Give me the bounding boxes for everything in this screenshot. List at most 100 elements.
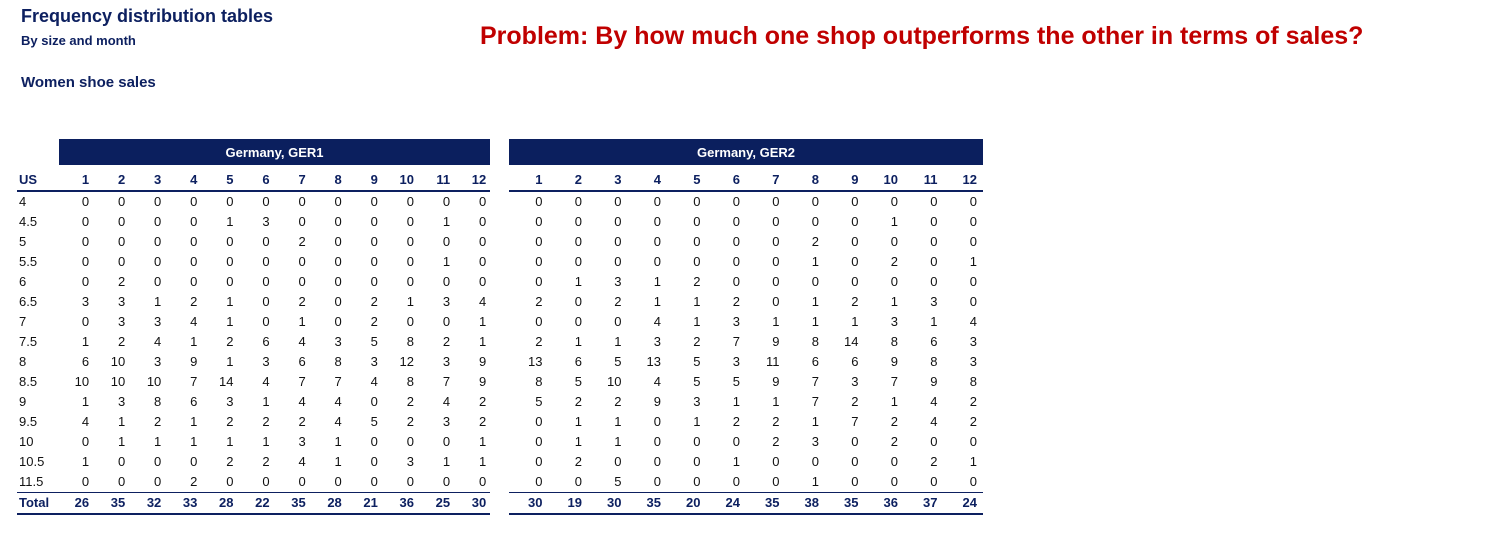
table-cell: 0 <box>406 474 414 489</box>
table-cell: 1 <box>732 394 740 409</box>
table-cell: 1 <box>890 294 898 309</box>
table-cell: 7 <box>811 374 819 389</box>
table-cell: 2 <box>535 294 543 309</box>
table-cell: 0 <box>574 294 582 309</box>
table-cell: 1 <box>262 394 270 409</box>
table-cell: 0 <box>930 274 938 289</box>
table-cell: 2 <box>732 294 740 309</box>
total-rule <box>17 492 490 493</box>
table-cell: 4 <box>334 414 342 429</box>
table-cell: 0 <box>653 434 661 449</box>
table-cell: 13 <box>528 354 543 369</box>
table-cell: 10 <box>607 374 622 389</box>
table-cell: 4 <box>370 374 378 389</box>
table-cell: 7 <box>334 374 342 389</box>
table-cell: 0 <box>890 474 898 489</box>
table-cell: 1 <box>811 474 819 489</box>
table-cell: 0 <box>772 274 780 289</box>
table-cell: 0 <box>969 214 977 229</box>
column-header: 5 <box>693 172 701 187</box>
table-cell: 1 <box>890 394 898 409</box>
table-cell: 0 <box>693 474 701 489</box>
table-title: Germany, GER1 <box>59 139 490 165</box>
column-header: 4 <box>190 172 198 187</box>
table-cell: 2 <box>262 414 270 429</box>
header-rule <box>17 190 490 192</box>
table-cell: 2 <box>406 394 414 409</box>
table-cell: 0 <box>969 474 977 489</box>
total-cell: 35 <box>765 495 780 510</box>
table-cell: 4 <box>262 374 270 389</box>
table-cell: 0 <box>851 214 859 229</box>
table-cell: 0 <box>81 434 90 449</box>
table-cell: 0 <box>969 434 977 449</box>
table-cell: 8 <box>811 334 819 349</box>
table-cell: 0 <box>117 454 126 469</box>
table-cell: 0 <box>262 474 270 489</box>
table-cell: 0 <box>406 274 414 289</box>
table-cell: 0 <box>334 314 342 329</box>
table-cell: 1 <box>890 214 898 229</box>
table-cell: 7 <box>732 334 740 349</box>
table-cell: 1 <box>154 294 162 309</box>
table-cell: 1 <box>478 434 487 449</box>
table-cell: 8 <box>535 374 543 389</box>
table-cell: 0 <box>406 214 414 229</box>
table-cell: 1 <box>574 434 582 449</box>
table-cell: 9 <box>772 374 780 389</box>
table-cell: 0 <box>406 254 414 269</box>
total-cell: 21 <box>363 495 378 510</box>
table-cell: 0 <box>81 254 90 269</box>
total-cell: 35 <box>844 495 859 510</box>
column-header: 1 <box>81 172 90 187</box>
column-header: 6 <box>262 172 270 187</box>
column-header: 1 <box>535 172 543 187</box>
table-cell: 2 <box>535 334 543 349</box>
table-cell: 1 <box>653 294 661 309</box>
table-cell: 0 <box>334 294 342 309</box>
table-cell: 0 <box>478 274 487 289</box>
table-cell: 2 <box>298 414 306 429</box>
table-cell: 0 <box>890 454 898 469</box>
table-cell: 2 <box>574 394 582 409</box>
table-cell: 3 <box>890 314 898 329</box>
table-cell: 3 <box>442 294 451 309</box>
table-cell: 1 <box>298 314 306 329</box>
total-cell: 35 <box>110 495 126 510</box>
table-cell: 0 <box>190 194 198 209</box>
section-label: Women shoe sales <box>21 74 156 91</box>
table-cell: 0 <box>614 214 622 229</box>
table-cell: 3 <box>154 314 162 329</box>
table-cell: 2 <box>226 414 234 429</box>
table-cell: 3 <box>117 394 126 409</box>
total-cell: 24 <box>725 495 740 510</box>
column-header: 4 <box>653 172 661 187</box>
table-cell: 0 <box>772 474 780 489</box>
table-cell: 0 <box>406 234 414 249</box>
table-cell: 8 <box>930 354 938 369</box>
table-cell: 2 <box>117 334 126 349</box>
table-cell: 0 <box>614 454 622 469</box>
column-header: 11 <box>436 172 451 187</box>
table-cell: 0 <box>81 314 90 329</box>
table-cell: 2 <box>969 414 977 429</box>
table-cell: 0 <box>653 474 661 489</box>
table-cell: 4 <box>478 294 487 309</box>
table-cell: 3 <box>732 314 740 329</box>
table-cell: 0 <box>262 274 270 289</box>
column-header: 11 <box>923 172 938 187</box>
problem-statement: Problem: By how much one shop outperform… <box>480 22 1364 50</box>
table-cell: 0 <box>117 214 126 229</box>
table-cell: 1 <box>226 434 234 449</box>
table-cell: 9 <box>478 374 487 389</box>
table-cell: 9 <box>653 394 661 409</box>
table-cell: 2 <box>890 254 898 269</box>
table-cell: 0 <box>442 194 451 209</box>
row-label: 4 <box>19 194 27 209</box>
table-cell: 0 <box>81 214 90 229</box>
table-cell: 12 <box>399 354 414 369</box>
table-cell: 0 <box>117 474 126 489</box>
table-cell: 3 <box>442 414 451 429</box>
table-cell: 3 <box>298 434 306 449</box>
table-cell: 1 <box>693 414 701 429</box>
